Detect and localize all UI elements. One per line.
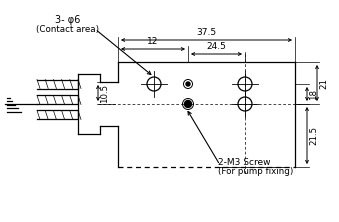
- Circle shape: [186, 82, 190, 86]
- Text: 12: 12: [147, 36, 159, 46]
- Text: (Contact area): (Contact area): [36, 25, 100, 34]
- Circle shape: [184, 101, 192, 107]
- Text: (For pump fixing): (For pump fixing): [218, 167, 293, 176]
- Text: 3- φ6: 3- φ6: [55, 15, 81, 25]
- Text: 21: 21: [319, 77, 328, 89]
- Text: 24.5: 24.5: [206, 42, 226, 50]
- Text: 2-M3 Screw: 2-M3 Screw: [218, 158, 271, 167]
- Text: 18: 18: [310, 89, 319, 99]
- Text: 10.5: 10.5: [100, 83, 109, 103]
- Text: 37.5: 37.5: [196, 28, 217, 36]
- Text: 21.5: 21.5: [310, 126, 319, 145]
